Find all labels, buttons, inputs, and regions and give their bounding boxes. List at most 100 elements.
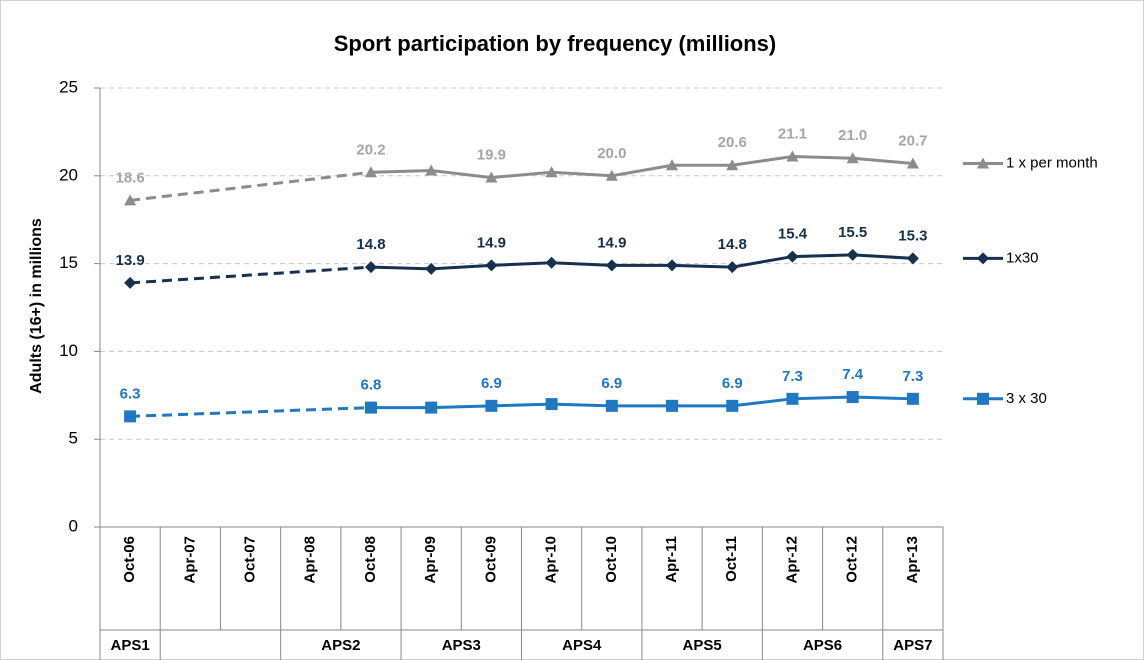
data-label: 14.9: [597, 234, 626, 251]
group-label: APS2: [321, 637, 360, 654]
data-label: 20.2: [356, 141, 385, 158]
data-point: [364, 401, 377, 414]
data-point: [786, 150, 799, 162]
data-point: [666, 399, 679, 412]
data-point: [605, 399, 618, 412]
data-point: [846, 152, 859, 164]
data-point: [846, 391, 859, 404]
data-point: [124, 410, 137, 423]
legend-marker: [977, 392, 989, 405]
y-axis-label: Adults (16+) in millions: [28, 218, 45, 394]
x-tick-label: Apr-12: [783, 536, 800, 584]
data-label: 14.8: [356, 236, 385, 253]
y-tick-label: 5: [69, 429, 78, 448]
data-point: [846, 248, 859, 261]
y-tick-label: 25: [59, 77, 78, 96]
data-point: [906, 392, 919, 405]
group-label: APS5: [683, 637, 722, 654]
y-tick-label: 20: [59, 165, 78, 184]
group-label: APS6: [803, 637, 842, 654]
group-label: APS1: [111, 637, 150, 654]
y-tick-label: 10: [59, 341, 78, 360]
data-point: [485, 259, 498, 272]
legend-label: 1x30: [1006, 249, 1039, 266]
y-tick-label: 15: [59, 253, 78, 272]
data-point: [786, 392, 799, 405]
x-tick-label: Oct-09: [482, 536, 499, 583]
data-label: 6.9: [722, 375, 743, 392]
x-tick-label: Apr-13: [904, 536, 921, 584]
data-point: [485, 399, 498, 412]
legend-label: 3 x 30: [1006, 390, 1047, 407]
legend-marker: [977, 157, 989, 169]
x-tick-label: Apr-10: [543, 536, 560, 584]
data-label: 15.5: [838, 224, 867, 241]
data-label: 15.3: [898, 227, 927, 244]
data-label: 6.9: [481, 375, 502, 392]
chart-title: Sport participation by frequency (millio…: [334, 31, 777, 56]
data-point: [545, 166, 558, 178]
series-line: [370, 154, 914, 180]
data-label: 6.3: [120, 385, 141, 402]
gap-connector: [130, 265, 372, 285]
data-label: 21.1: [778, 125, 807, 142]
data-label: 15.4: [778, 226, 808, 243]
series-line: [370, 253, 913, 271]
data-label: 7.3: [782, 368, 803, 385]
x-tick-label: Apr-11: [663, 536, 680, 583]
data-point: [545, 256, 558, 269]
data-point: [605, 169, 618, 181]
y-tick-label: 0: [69, 516, 78, 535]
data-point: [364, 166, 377, 178]
gap-connector: [130, 406, 372, 418]
gap-connector: [129, 170, 372, 202]
group-label: APS3: [442, 637, 481, 654]
data-label: 13.9: [116, 252, 145, 269]
x-tick-label: Apr-08: [302, 536, 319, 584]
data-label: 6.8: [361, 377, 382, 394]
data-label: 14.8: [718, 236, 747, 253]
x-tick-label: Apr-09: [422, 536, 439, 584]
data-point: [906, 157, 919, 169]
x-tick-label: Oct-12: [844, 536, 861, 583]
data-point: [124, 194, 137, 206]
data-label: 20.0: [597, 145, 626, 162]
data-point: [364, 261, 377, 274]
data-point: [786, 250, 799, 263]
x-tick-label: Oct-07: [242, 536, 259, 583]
x-tick-label: Oct-10: [603, 536, 620, 583]
data-point: [666, 159, 679, 171]
data-label: 7.3: [902, 368, 923, 385]
data-point: [124, 276, 137, 289]
data-point: [906, 252, 919, 265]
data-point: [605, 259, 618, 272]
group-label: APS4: [562, 637, 602, 654]
x-tick-label: Oct-08: [362, 536, 379, 583]
data-point: [425, 262, 438, 275]
data-label: 21.0: [838, 127, 867, 144]
data-point: [485, 171, 498, 183]
data-point: [726, 399, 739, 412]
data-label: 20.7: [898, 132, 927, 149]
data-label: 14.9: [477, 234, 506, 251]
data-point: [666, 259, 679, 272]
data-point: [425, 401, 438, 414]
data-label: 20.6: [718, 134, 747, 151]
data-label: 18.6: [116, 169, 145, 186]
data-point: [726, 261, 739, 274]
x-tick-label: Apr-07: [181, 536, 198, 584]
x-tick-label: Oct-11: [723, 536, 740, 582]
data-label: 6.9: [601, 375, 622, 392]
data-label: 19.9: [477, 147, 506, 164]
data-point: [726, 159, 739, 171]
data-label: 7.4: [842, 366, 864, 383]
legend-marker: [977, 252, 989, 265]
data-point: [545, 398, 558, 411]
data-point: [425, 164, 438, 176]
series-line: [370, 395, 913, 410]
group-label: APS7: [893, 637, 932, 654]
legend-label: 1 x per month: [1006, 154, 1098, 171]
x-tick-label: Oct-06: [121, 536, 138, 583]
